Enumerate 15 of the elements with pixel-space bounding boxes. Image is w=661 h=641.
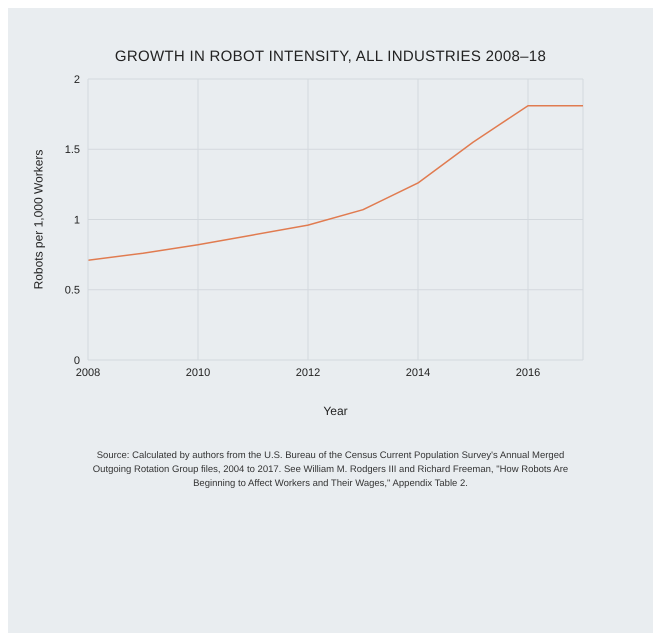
x-tick-label: 2016 (516, 366, 540, 379)
x-tick-label: 2008 (76, 366, 100, 379)
y-axis-title: Robots per 1,000 Workers (31, 150, 46, 290)
x-axis-title: Year (323, 404, 348, 418)
y-tick-label: 0.5 (64, 284, 80, 297)
line-series (88, 104, 583, 261)
source-note: Source: Calculated by authors from the U.S. Bureau of the Census Current Population Survey's Annual Merged Outgoing Rotation Group files, 2004 to 2017. See William M. Rodgers III and Richard Freeman, "How Robots Are Beginning to Affect Workers and Their Wages," Appendix Table 2. (92, 449, 570, 491)
y-tick-label: 1.5 (64, 144, 80, 156)
y-tick-label: 2 (74, 74, 80, 86)
y-tick-label: 0 (74, 354, 80, 367)
chart-title: GROWTH IN ROBOT INTENSITY, ALL INDUSTRIES 2008–18 (114, 47, 548, 65)
x-tick-label: 2014 (406, 366, 430, 379)
x-tick-label: 2010 (186, 366, 210, 379)
x-tick-label: 2012 (296, 366, 320, 379)
y-tick-label: 1 (74, 214, 80, 226)
